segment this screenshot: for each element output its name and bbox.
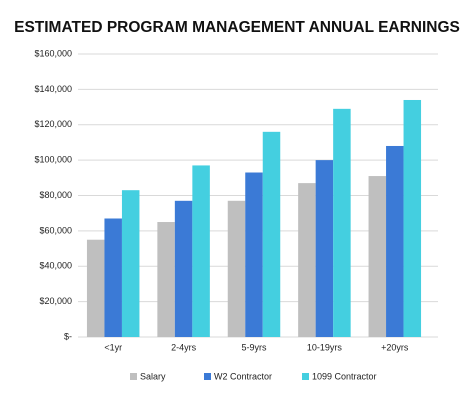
chart-title: ESTIMATED PROGRAM MANAGEMENT ANNUAL EARN… — [14, 19, 460, 36]
bar — [403, 99, 422, 337]
bar — [333, 108, 351, 337]
bar — [192, 165, 210, 337]
legend-swatch — [130, 373, 137, 380]
x-tick-label: +20yrs — [381, 342, 409, 352]
x-tick-label: 5-9yrs — [241, 342, 267, 352]
bar — [386, 145, 404, 337]
y-tick-label: $120,000 — [34, 119, 72, 129]
bar — [315, 160, 334, 337]
y-tick-label: $100,000 — [34, 155, 72, 165]
bar — [368, 176, 387, 337]
legend-swatch — [204, 373, 211, 380]
y-tick-label: $60,000 — [39, 225, 72, 235]
x-tick-label: 10-19yrs — [307, 342, 343, 352]
y-tick-label: $140,000 — [34, 84, 72, 94]
bar — [86, 239, 105, 337]
bar — [157, 222, 175, 337]
bar — [245, 172, 263, 337]
y-tick-label: $- — [64, 331, 72, 341]
legend-label: W2 Contractor — [214, 371, 272, 381]
legend-swatch — [302, 373, 309, 380]
x-tick-label: <1yr — [104, 342, 122, 352]
bar — [262, 131, 281, 337]
x-tick-label: 2-4yrs — [171, 342, 197, 352]
legend-label: Salary — [140, 371, 166, 381]
bar — [104, 218, 122, 337]
bar — [298, 183, 316, 337]
y-tick-label: $20,000 — [39, 296, 72, 306]
y-tick-label: $160,000 — [34, 48, 72, 58]
y-tick-label: $40,000 — [39, 261, 72, 271]
bar — [121, 190, 140, 337]
legend-label: 1099 Contractor — [312, 371, 377, 381]
bar — [174, 200, 193, 337]
bar — [227, 200, 246, 337]
y-tick-label: $80,000 — [39, 190, 72, 200]
